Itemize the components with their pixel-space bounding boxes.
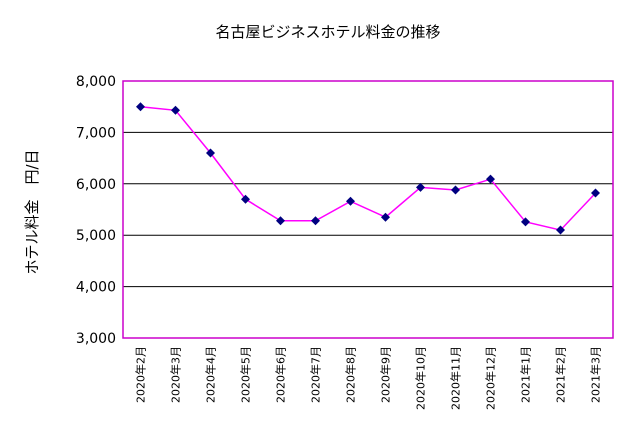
x-tick-label: 2020年10月 (414, 346, 428, 410)
x-tick-label: 2020年4月 (204, 346, 218, 403)
y-tick-label: 5,000 (76, 228, 116, 244)
data-point (311, 216, 320, 226)
x-tick-label: 2020年6月 (274, 346, 288, 403)
chart-title: 名古屋ビジネスホテル料金の推移 (215, 23, 440, 41)
x-tick-label: 2020年12月 (484, 346, 498, 410)
x-tick-label: 2020年2月 (134, 346, 148, 403)
x-tick-label: 2020年3月 (169, 346, 183, 403)
data-point (486, 174, 495, 184)
x-tick-label: 2020年7月 (309, 346, 323, 403)
x-tick-label: 2021年1月 (519, 346, 533, 403)
data-point (276, 216, 285, 226)
x-tick-label: 2020年5月 (239, 346, 253, 403)
x-tick-label: 2021年2月 (554, 346, 568, 403)
data-point (171, 105, 180, 115)
x-tick-label: 2020年11月 (449, 346, 463, 410)
y-tick-label: 3,000 (76, 331, 116, 347)
series-line (140, 105, 597, 231)
data-point (206, 148, 215, 158)
x-tick-labels: 2020年2月 2020年3月 2020年4月 2020年5月 2020年6月 2020年… (134, 346, 603, 410)
x-tick-label: 2020年9月 (379, 346, 393, 403)
data-point (416, 182, 425, 192)
y-tick-label: 6,000 (76, 177, 116, 193)
data-point (136, 102, 145, 112)
data-point (556, 225, 565, 235)
grid-lines (123, 131, 613, 288)
data-point (451, 185, 460, 195)
data-point (521, 217, 530, 227)
x-tick-label: 2021年3月 (589, 346, 603, 403)
plot-area (122, 80, 614, 339)
y-tick-label: 7,000 (76, 125, 116, 141)
data-point (346, 196, 355, 206)
y-axis-label: ホテル料金 円/日 (23, 149, 41, 274)
y-tick-labels: 3,000 4,000 5,000 6,000 7,000 8,000 (76, 74, 116, 347)
data-point (591, 188, 600, 198)
data-point (381, 212, 390, 222)
data-point (241, 194, 250, 204)
y-tick-label: 4,000 (76, 280, 116, 296)
y-tick-label: 8,000 (76, 74, 116, 90)
x-tick-label: 2020年8月 (344, 346, 358, 403)
series-hotel-price (136, 102, 600, 235)
